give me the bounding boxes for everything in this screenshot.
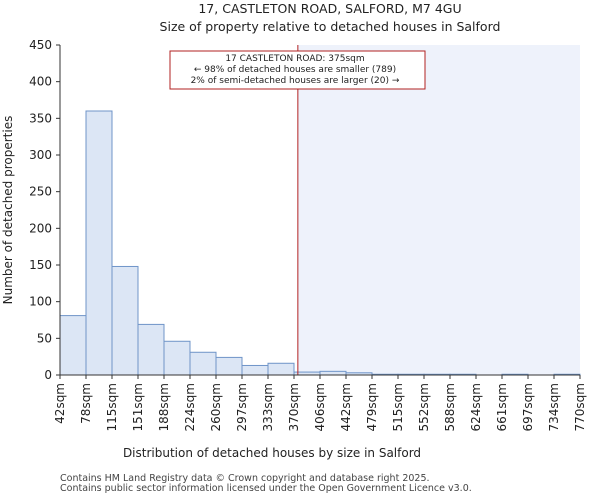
x-tick-label: 515sqm — [391, 383, 405, 431]
larger-region-highlight — [297, 45, 580, 375]
y-tick-label: 400 — [29, 75, 52, 89]
chart-subtitle: Size of property relative to detached ho… — [160, 19, 501, 34]
y-tick-label: 100 — [29, 295, 52, 309]
x-tick-label: 479sqm — [365, 383, 379, 431]
x-tick-label: 406sqm — [313, 383, 327, 431]
y-ticks-group: 0 50 100 150 200 250 300 350 400 450 — [29, 38, 60, 382]
x-tick-label: 333sqm — [261, 383, 275, 431]
bar-297sqm — [241, 364, 269, 376]
annotation-line-3: 2% of semi-detached houses are larger (2… — [191, 76, 400, 86]
bar-115sqm — [111, 265, 139, 376]
x-tick-label: 442sqm — [339, 383, 353, 431]
annotation-line-1: 17 CASTLETON ROAD: 375sqm — [225, 54, 364, 64]
x-tick-label: 42sqm — [53, 383, 67, 424]
x-ticks-group: 42sqm 78sqm 115sqm 151sqm 188sqm 224sqm 260sqm… — [53, 375, 587, 431]
annotation-line-2: ← 98% of detached houses are smaller (78… — [194, 65, 396, 75]
x-tick-label: 370sqm — [287, 383, 301, 431]
annotation-box: 17 CASTLETON ROAD: 375sqm ← 98% of detac… — [169, 50, 426, 90]
x-axis-label: Distribution of detached houses by size … — [123, 446, 421, 460]
y-axis-label: Number of detached properties — [1, 116, 15, 305]
bar-42sqm — [59, 315, 87, 376]
x-tick-label: 552sqm — [417, 383, 431, 431]
y-tick-label: 50 — [37, 331, 52, 345]
x-tick-label: 260sqm — [209, 383, 223, 431]
y-tick-label: 0 — [44, 368, 52, 382]
bars-group — [59, 110, 581, 376]
chart-title: 17, CASTLETON ROAD, SALFORD, M7 4GU — [198, 1, 461, 16]
x-tick-label: 697sqm — [521, 383, 535, 431]
x-tick-label: 115sqm — [105, 383, 119, 431]
y-tick-label: 150 — [29, 258, 52, 272]
x-tick-label: 151sqm — [131, 383, 145, 431]
bar-78sqm — [85, 110, 113, 376]
y-tick-label: 300 — [29, 148, 52, 162]
x-tick-label: 624sqm — [469, 383, 483, 431]
bar-151sqm — [137, 323, 165, 376]
footer-line-2: Contains public sector information licen… — [60, 483, 472, 494]
x-tick-label: 734sqm — [547, 383, 561, 431]
y-tick-label: 350 — [29, 111, 52, 125]
bar-333sqm — [267, 362, 295, 376]
x-tick-label: 661sqm — [495, 383, 509, 431]
x-tick-label: 78sqm — [79, 383, 93, 424]
bar-406sqm — [319, 370, 347, 376]
x-tick-label: 770sqm — [573, 383, 587, 431]
bar-188sqm — [163, 340, 191, 376]
bar-224sqm — [189, 351, 217, 376]
bar-260sqm — [215, 356, 243, 376]
x-tick-label: 588sqm — [443, 383, 457, 431]
y-tick-label: 450 — [29, 38, 52, 52]
y-tick-label: 200 — [29, 221, 52, 235]
x-tick-label: 224sqm — [183, 383, 197, 431]
x-tick-label: 188sqm — [157, 383, 171, 431]
x-tick-label: 297sqm — [235, 383, 249, 431]
annotation-frame — [169, 50, 426, 90]
y-tick-label: 250 — [29, 185, 52, 199]
footer-line-1: Contains HM Land Registry data © Crown c… — [60, 473, 430, 484]
